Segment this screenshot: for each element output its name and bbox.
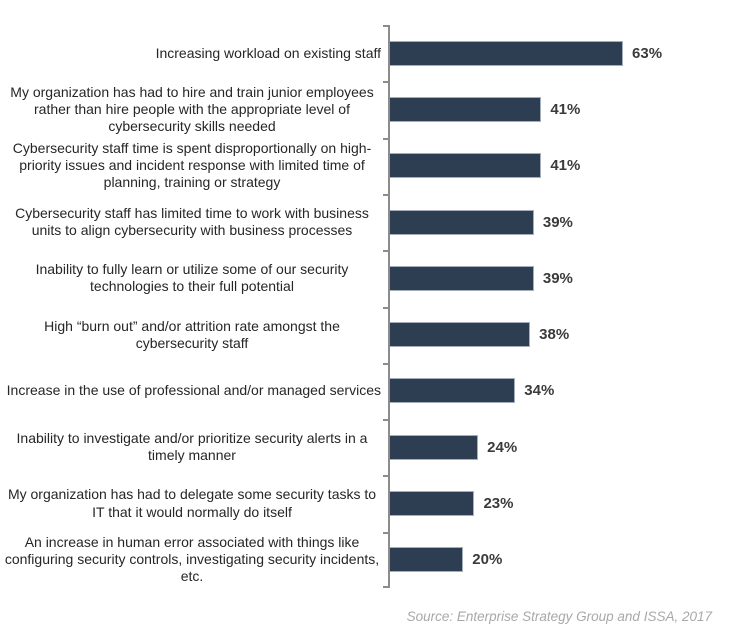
bar <box>389 96 542 122</box>
bar <box>389 491 475 517</box>
category-axis-line <box>388 25 390 588</box>
source-note: Source: Enterprise Strategy Group and IS… <box>406 609 712 624</box>
axis-tick <box>383 137 388 140</box>
value-label: 38% <box>539 326 570 344</box>
bar-track: 39% <box>389 194 737 250</box>
value-label: 34% <box>524 382 555 400</box>
bar <box>389 40 624 66</box>
category-cell: My organization has had to hire and trai… <box>0 84 389 135</box>
bar <box>389 153 542 179</box>
bar-row: Cybersecurity staff has limited time to … <box>0 194 737 250</box>
bar-track: 41% <box>389 138 737 194</box>
axis-tick <box>383 306 388 309</box>
bar-track: 34% <box>389 363 737 419</box>
category-label: High “burn out” and/or attrition rate am… <box>44 317 340 351</box>
category-cell: Increasing workload on existing staff <box>0 45 389 62</box>
category-label: Cybersecurity staff time is spent dispro… <box>12 140 372 191</box>
axis-tick <box>383 586 388 588</box>
value-label: 39% <box>542 213 573 231</box>
bar-track: 20% <box>389 532 737 588</box>
axis-tick <box>383 25 388 27</box>
category-label: Inability to investigate and/or prioriti… <box>16 430 368 464</box>
value-label: 63% <box>632 44 663 62</box>
axis-tick <box>383 81 388 84</box>
axis-tick <box>383 193 388 196</box>
category-label: Inability to fully learn or utilize some… <box>35 261 349 295</box>
category-cell: An increase in human error associated wi… <box>0 534 389 585</box>
category-label: Increasing workload on existing staff <box>155 44 381 61</box>
value-label: 41% <box>550 157 581 175</box>
category-label: Cybersecurity staff has limited time to … <box>15 204 369 239</box>
category-cell: My organization has had to delegate some… <box>0 486 389 520</box>
bar-track: 39% <box>389 250 737 306</box>
axis-tick <box>383 531 388 534</box>
bar-track: 63% <box>389 25 737 81</box>
bar-row: Inability to fully learn or utilize some… <box>0 250 737 306</box>
value-label: 20% <box>472 551 503 569</box>
value-label: 41% <box>550 100 581 118</box>
category-cell: Inability to investigate and/or prioriti… <box>0 430 389 464</box>
category-cell: Cybersecurity staff has limited time to … <box>0 205 389 239</box>
category-cell: Inability to fully learn or utilize some… <box>0 261 389 295</box>
axis-tick <box>383 475 388 478</box>
bar <box>389 378 516 404</box>
bar-row: My organization has had to hire and trai… <box>0 81 737 137</box>
bar-row: Increasing workload on existing staff 63% <box>0 25 737 81</box>
axis-tick <box>383 250 388 253</box>
axis-tick <box>383 362 388 365</box>
category-cell: High “burn out” and/or attrition rate am… <box>0 318 389 352</box>
bar <box>389 547 464 573</box>
bar <box>389 434 479 460</box>
bar-row: Increase in the use of professional and/… <box>0 363 737 419</box>
value-label: 24% <box>487 438 518 456</box>
category-label: My organization has had to delegate some… <box>7 486 377 520</box>
bar-row: Inability to investigate and/or prioriti… <box>0 419 737 475</box>
bar-track: 24% <box>389 419 737 475</box>
bar-track: 38% <box>389 306 737 362</box>
category-cell: Increase in the use of professional and/… <box>0 382 389 399</box>
category-label: My organization has had to hire and trai… <box>10 83 374 134</box>
bar <box>389 322 531 348</box>
chart-rows: Increasing workload on existing staff 63%… <box>0 25 737 588</box>
bar <box>389 265 534 291</box>
bar-row: An increase in human error associated wi… <box>0 532 737 588</box>
bar-row: My organization has had to delegate some… <box>0 475 737 531</box>
value-label: 23% <box>483 495 514 513</box>
bar <box>389 209 534 235</box>
bar-row: Cybersecurity staff time is spent dispro… <box>0 138 737 194</box>
value-label: 39% <box>542 269 573 287</box>
category-label: Increase in the use of professional and/… <box>6 382 381 399</box>
bar-track: 23% <box>389 475 737 531</box>
bar-track: 41% <box>389 81 737 137</box>
bar-row: High “burn out” and/or attrition rate am… <box>0 306 737 362</box>
category-cell: Cybersecurity staff time is spent dispro… <box>0 140 389 191</box>
axis-tick <box>383 419 388 422</box>
category-label: An increase in human error associated wi… <box>4 534 380 585</box>
